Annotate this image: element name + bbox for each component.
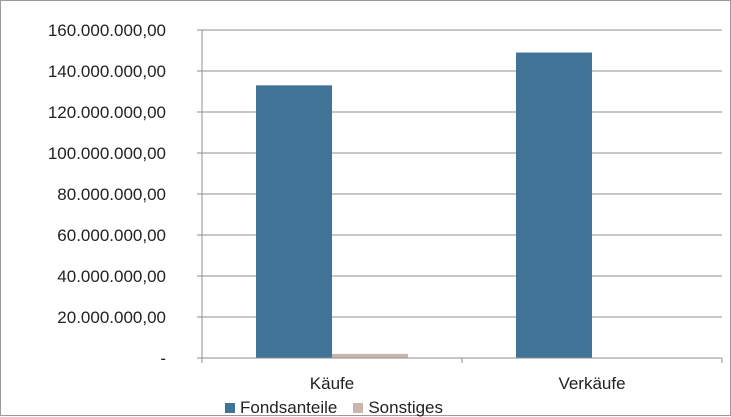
x-category-label: Verkäufe: [558, 374, 625, 393]
legend-label-fondsanteile: Fondsanteile: [240, 398, 338, 417]
legend-label-sonstiges: Sonstiges: [368, 398, 444, 417]
axis-layer: [197, 29, 723, 363]
bar-layer: [256, 52, 592, 359]
y-tick-label: 80.000.000,00: [57, 185, 166, 204]
legend-item-sonstiges: Sonstiges: [353, 398, 443, 417]
y-tick-label: 60.000.000,00: [57, 226, 166, 245]
y-tick-label: 40.000.000,00: [57, 267, 166, 286]
y-tick-label: 20.000.000,00: [57, 308, 166, 327]
y-tick-label: 100.000.000,00: [48, 144, 166, 163]
bar-fondsanteile-verkäufe: [516, 52, 592, 359]
label-layer: - 20.000.000,00 40.000.000,00 60.000.000,00…: [48, 21, 626, 393]
legend: Fondsanteile Sonstiges: [225, 398, 443, 417]
legend-swatch-fondsanteile: [225, 402, 235, 413]
y-tick-label: 160.000.000,00: [48, 21, 166, 40]
bar-fondsanteile-käufe: [256, 85, 332, 358]
y-tick-label: -: [160, 349, 166, 368]
bar-sonstiges-käufe: [332, 353, 408, 358]
y-tick-label: 140.000.000,00: [48, 62, 166, 81]
y-tick-label: 120.000.000,00: [48, 103, 166, 122]
legend-item-fondsanteile: Fondsanteile: [225, 398, 337, 417]
x-category-label: Käufe: [310, 374, 354, 393]
legend-swatch-sonstiges: [353, 402, 364, 413]
